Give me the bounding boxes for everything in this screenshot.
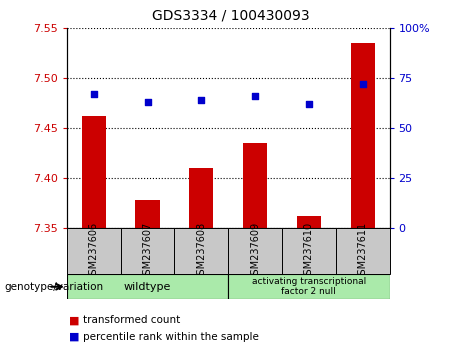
Bar <box>121 228 174 274</box>
Text: activating transcriptional
factor 2 null: activating transcriptional factor 2 null <box>252 277 366 296</box>
Bar <box>228 228 282 274</box>
Bar <box>67 228 121 274</box>
Text: percentile rank within the sample: percentile rank within the sample <box>83 332 259 342</box>
Bar <box>136 200 160 228</box>
Bar <box>82 116 106 228</box>
Bar <box>174 228 228 274</box>
Text: ■: ■ <box>69 332 80 342</box>
Bar <box>67 274 228 299</box>
Point <box>305 102 313 107</box>
Text: GSM237608: GSM237608 <box>196 222 207 281</box>
Point <box>198 97 205 103</box>
Text: GSM237611: GSM237611 <box>358 222 368 281</box>
Point <box>251 93 259 99</box>
Bar <box>243 143 267 228</box>
Text: GDS3334 / 100430093: GDS3334 / 100430093 <box>152 9 309 23</box>
Text: GSM237610: GSM237610 <box>304 222 314 281</box>
Text: ■: ■ <box>69 315 80 325</box>
Text: GSM237606: GSM237606 <box>89 222 99 281</box>
Point <box>144 99 151 105</box>
Bar <box>228 274 390 299</box>
Bar <box>336 228 390 274</box>
Text: GSM237607: GSM237607 <box>142 222 153 281</box>
Bar <box>189 168 213 228</box>
Bar <box>350 43 375 228</box>
Text: GSM237609: GSM237609 <box>250 222 260 281</box>
Point <box>359 81 366 87</box>
Point <box>90 91 97 97</box>
Text: genotype/variation: genotype/variation <box>5 282 104 292</box>
Text: wildtype: wildtype <box>124 282 171 292</box>
Text: transformed count: transformed count <box>83 315 180 325</box>
Bar <box>282 228 336 274</box>
Bar <box>297 216 321 228</box>
